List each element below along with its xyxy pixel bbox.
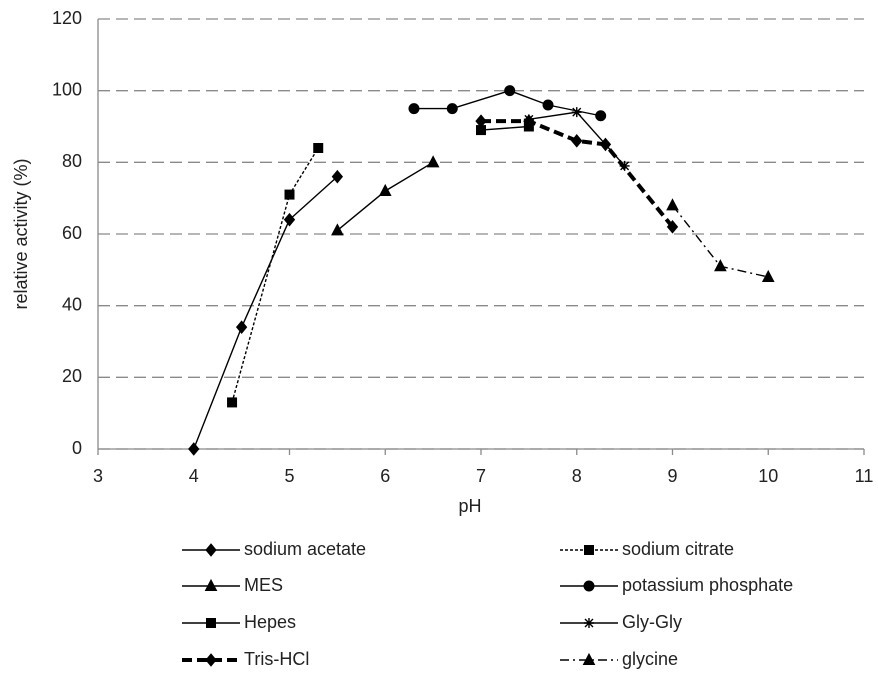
x-tick-label: 8 [572,466,582,486]
marker [283,212,296,227]
legend-marker [582,652,596,665]
x-tick-label: 11 [855,466,874,486]
legend-item: Hepes [182,612,296,632]
legend-item: sodium citrate [560,539,734,559]
legend-item: MES [182,575,283,595]
marker [426,155,440,168]
marker [313,143,324,153]
y-tick-label: 60 [62,223,82,243]
series-line [193,176,338,450]
legend-marker [584,618,594,628]
legend-item: potassium phosphate [560,575,793,595]
legend-label: sodium citrate [622,539,734,559]
legend-item: glycine [560,649,678,669]
x-tick-label: 6 [380,466,390,486]
marker [504,85,516,97]
series-line [231,147,319,403]
x-tick-label: 9 [667,466,677,486]
legend-marker [205,543,217,557]
legend-label: sodium acetate [244,539,366,559]
marker [331,169,344,184]
y-tick-label: 120 [52,8,82,28]
y-tick-label: 0 [72,438,82,458]
series-line [480,125,529,131]
marker [284,189,295,200]
legend-label: MES [244,575,283,595]
marker [408,103,420,115]
marker [666,198,679,211]
marker [523,114,535,128]
legend-label: Gly-Gly [622,612,682,632]
x-tick-label: 3 [93,466,103,486]
y-tick-label: 40 [62,294,82,314]
legend-label: Tris-HCl [244,649,309,669]
legend-item: Gly-Gly [560,612,682,632]
marker [378,183,392,196]
legend-marker [204,578,218,591]
marker [714,259,727,272]
x-tick-label: 4 [189,466,199,486]
legend-label: Hepes [244,612,296,632]
legend-marker [583,580,595,592]
legend-item: Tris-HCl [182,649,309,669]
marker [227,397,238,408]
x-tick-label: 5 [284,466,294,486]
marker [446,103,458,115]
marker [542,99,554,111]
marker [475,114,487,128]
legend-label: glycine [622,649,678,669]
marker [188,442,200,456]
legend-marker [205,653,217,667]
marker [331,223,344,236]
legend-marker [584,545,594,555]
legend-item: sodium acetate [182,539,366,559]
y-tick-label: 80 [62,151,82,171]
marker [571,107,582,118]
marker [571,134,583,148]
marker [666,220,679,234]
series-line [336,161,434,231]
marker [599,137,612,152]
marker [235,320,248,334]
x-tick-label: 10 [758,466,778,486]
x-axis-label: pH [458,496,481,516]
y-axis-label: relative activity (%) [11,158,31,309]
legend-label: potassium phosphate [622,575,793,595]
marker [761,269,775,282]
x-tick-label: 7 [476,466,486,486]
marker [595,110,607,122]
y-tick-label: 20 [62,366,82,386]
legend-marker [206,618,216,628]
y-tick-label: 100 [52,79,82,99]
